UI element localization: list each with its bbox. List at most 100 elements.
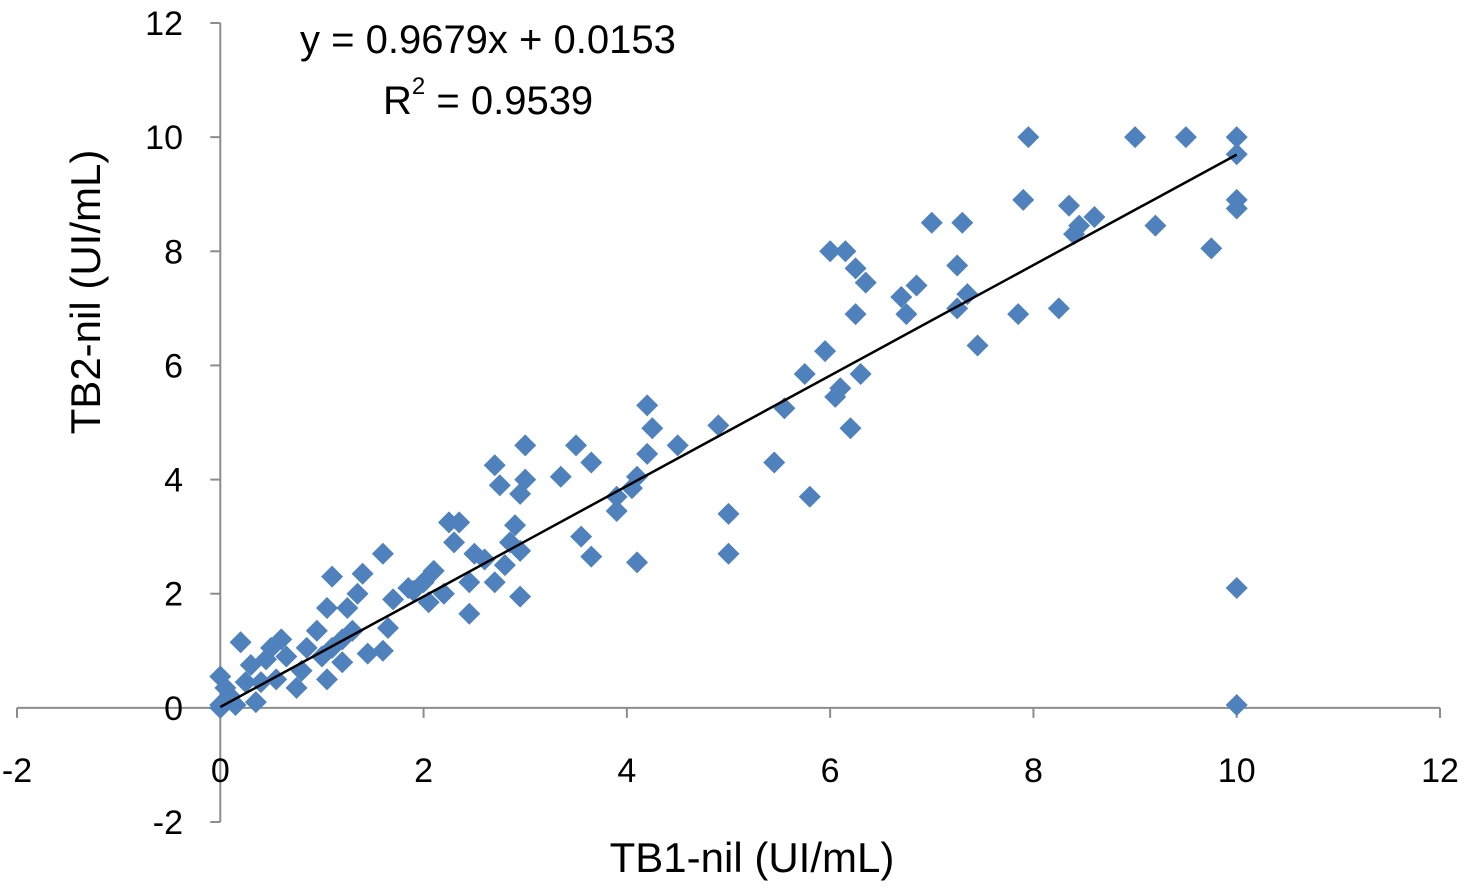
data-point bbox=[514, 434, 537, 457]
data-point bbox=[316, 596, 339, 619]
data-point bbox=[509, 585, 532, 608]
data-point bbox=[641, 417, 664, 440]
data-point bbox=[458, 571, 481, 594]
data-point bbox=[707, 414, 730, 437]
data-point bbox=[1225, 694, 1248, 717]
data-point bbox=[1047, 297, 1070, 320]
data-point bbox=[1174, 126, 1197, 149]
x-tick-label: 12 bbox=[1421, 752, 1459, 790]
x-tick-label: 2 bbox=[414, 752, 433, 790]
data-point bbox=[509, 539, 532, 562]
trendline-r-squared: R2 = 0.9539 bbox=[383, 73, 593, 123]
data-point bbox=[305, 619, 328, 642]
tick-labels: -2 0 2 4 6 8 10 12 -2 0 2 4 6 8 10 12 bbox=[2, 5, 1459, 842]
data-point bbox=[626, 551, 649, 574]
data-point bbox=[316, 668, 339, 691]
x-tick-label: -2 bbox=[2, 752, 32, 790]
data-point bbox=[834, 240, 857, 263]
data-point bbox=[763, 451, 786, 474]
data-point bbox=[819, 240, 842, 263]
data-point bbox=[895, 303, 918, 326]
y-tick-label: 4 bbox=[164, 462, 183, 500]
data-point bbox=[229, 631, 252, 654]
data-point bbox=[234, 671, 257, 694]
data-point bbox=[849, 362, 872, 385]
y-axis-title: TB2-nil (UI/mL) bbox=[62, 150, 109, 435]
data-point bbox=[1225, 577, 1248, 600]
trendline-layer bbox=[219, 153, 1238, 709]
data-point bbox=[905, 274, 928, 297]
data-point bbox=[310, 645, 333, 668]
data-point bbox=[605, 499, 628, 522]
data-point bbox=[956, 283, 979, 306]
data-point bbox=[717, 502, 740, 525]
data-point bbox=[493, 554, 516, 577]
data-point bbox=[798, 485, 821, 508]
data-point bbox=[1083, 206, 1106, 229]
x-tick-label: 8 bbox=[1024, 752, 1043, 790]
data-point bbox=[509, 482, 532, 505]
data-point bbox=[946, 254, 969, 277]
data-point bbox=[244, 691, 267, 714]
data-point bbox=[397, 577, 420, 600]
y-tick-label: 8 bbox=[164, 233, 183, 271]
data-point bbox=[854, 271, 877, 294]
data-point bbox=[717, 542, 740, 565]
data-point bbox=[275, 645, 298, 668]
data-point bbox=[666, 434, 689, 457]
data-point bbox=[844, 257, 867, 280]
data-point bbox=[483, 454, 506, 477]
data-point bbox=[1200, 237, 1223, 260]
data-point bbox=[1007, 303, 1030, 326]
data-point bbox=[249, 671, 272, 694]
y-tick-label: 12 bbox=[145, 5, 183, 43]
data-point bbox=[321, 565, 344, 588]
r-squared-value: = 0.9539 bbox=[425, 79, 593, 123]
data-point bbox=[371, 639, 394, 662]
trendline bbox=[219, 153, 1238, 709]
data-point bbox=[951, 211, 974, 234]
data-point bbox=[839, 417, 862, 440]
data-point bbox=[1012, 188, 1035, 211]
data-point bbox=[824, 385, 847, 408]
data-point bbox=[814, 340, 837, 363]
y-tick-label: 0 bbox=[164, 690, 183, 728]
data-point bbox=[580, 451, 603, 474]
data-point bbox=[443, 531, 466, 554]
data-point bbox=[620, 477, 643, 500]
data-point bbox=[448, 511, 471, 534]
data-point bbox=[1225, 143, 1248, 166]
y-tick-label: 2 bbox=[164, 576, 183, 614]
data-point bbox=[605, 485, 628, 508]
data-point bbox=[966, 334, 989, 357]
data-point bbox=[336, 596, 359, 619]
data-point bbox=[356, 642, 379, 665]
data-point bbox=[458, 602, 481, 625]
r-squared-label: R bbox=[383, 79, 412, 123]
trendline-equation: y = 0.9679x + 0.0153 bbox=[300, 18, 676, 62]
data-point bbox=[376, 616, 399, 639]
data-point bbox=[580, 545, 603, 568]
data-points bbox=[209, 126, 1248, 719]
data-point bbox=[570, 525, 593, 548]
data-point bbox=[549, 465, 572, 488]
data-point bbox=[793, 362, 816, 385]
data-point bbox=[890, 285, 913, 308]
x-tick-label: 0 bbox=[211, 752, 230, 790]
data-point bbox=[463, 542, 486, 565]
data-point bbox=[351, 562, 374, 585]
data-point bbox=[1058, 194, 1081, 217]
data-point bbox=[565, 434, 588, 457]
y-tick-label: 6 bbox=[164, 347, 183, 385]
data-point bbox=[1144, 214, 1167, 237]
data-point bbox=[209, 696, 232, 719]
x-tick-label: 6 bbox=[821, 752, 840, 790]
data-point bbox=[346, 582, 369, 605]
data-point bbox=[504, 514, 527, 537]
data-point bbox=[920, 211, 943, 234]
data-point bbox=[1017, 126, 1040, 149]
data-point bbox=[285, 676, 308, 699]
data-point bbox=[295, 636, 318, 659]
data-point bbox=[1225, 126, 1248, 149]
